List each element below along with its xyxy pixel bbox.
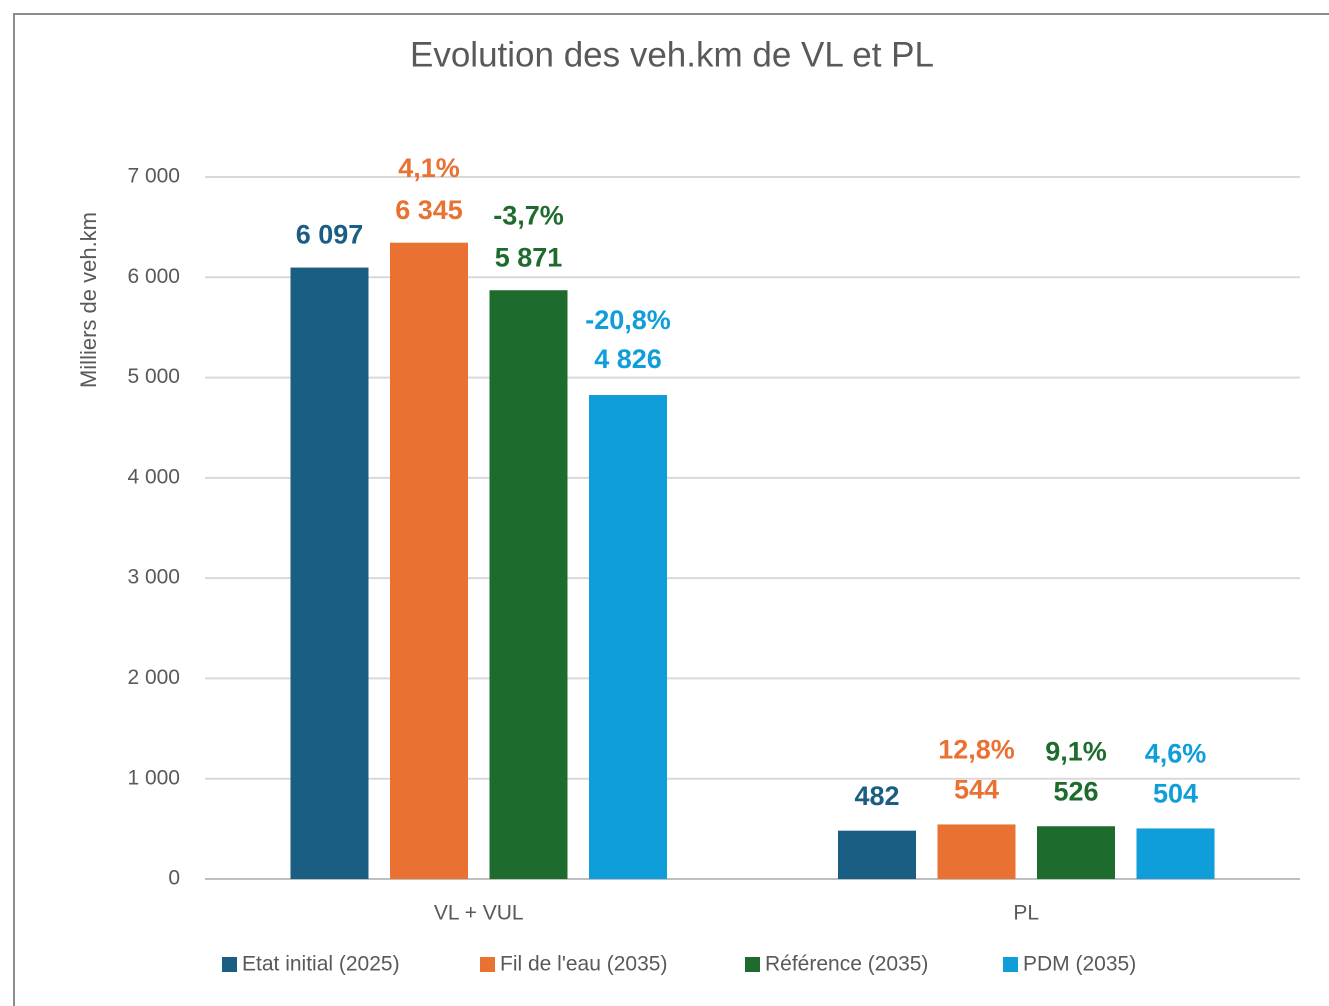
value-label: 526 xyxy=(1053,776,1098,806)
value-label: 504 xyxy=(1153,779,1198,809)
chart-title: Evolution des veh.km de VL et PL xyxy=(410,35,934,74)
y-tick-label: 7 000 xyxy=(127,165,180,188)
value-label: 5 871 xyxy=(495,242,563,272)
change-label: 4,6% xyxy=(1145,739,1207,769)
x-tick-label: PL xyxy=(1013,902,1039,925)
legend-swatch xyxy=(1003,957,1018,972)
y-tick-label: 1 000 xyxy=(127,766,180,789)
legend-swatch xyxy=(480,957,495,972)
legend-label: Référence (2035) xyxy=(765,953,928,976)
legend-label: Etat initial (2025) xyxy=(242,953,400,976)
value-label: 544 xyxy=(954,775,999,805)
legend-swatch xyxy=(222,957,237,972)
y-tick-label: 3 000 xyxy=(127,566,180,589)
bar xyxy=(589,395,667,879)
value-label: 6 345 xyxy=(395,195,463,225)
bar xyxy=(1037,826,1115,879)
y-tick-label: 6 000 xyxy=(127,265,180,288)
y-axis-label: Milliers de veh.km xyxy=(76,212,101,388)
value-label: 4 826 xyxy=(594,344,662,374)
bar xyxy=(1136,828,1215,879)
change-label: 12,8% xyxy=(938,735,1015,765)
y-tick-label: 4 000 xyxy=(127,465,180,488)
bar xyxy=(489,290,568,880)
chart-frame xyxy=(13,13,1329,1006)
value-label: 6 097 xyxy=(296,220,364,250)
change-label: -20,8% xyxy=(585,305,671,335)
change-label: 4,1% xyxy=(398,153,460,183)
legend-swatch xyxy=(745,957,760,972)
legend-label: Fil de l'eau (2035) xyxy=(500,953,667,976)
y-tick-label: 0 xyxy=(168,867,180,890)
y-tick-label: 5 000 xyxy=(127,365,180,388)
legend-label: PDM (2035) xyxy=(1023,953,1136,976)
bar xyxy=(390,242,468,880)
bar xyxy=(937,824,1016,879)
bar xyxy=(838,830,916,879)
change-label: -3,7% xyxy=(493,200,564,230)
x-tick-label: VL + VUL xyxy=(434,902,524,925)
y-tick-label: 2 000 xyxy=(127,666,180,689)
change-label: 9,1% xyxy=(1045,736,1107,766)
value-label: 482 xyxy=(854,781,899,811)
bar xyxy=(290,267,369,880)
